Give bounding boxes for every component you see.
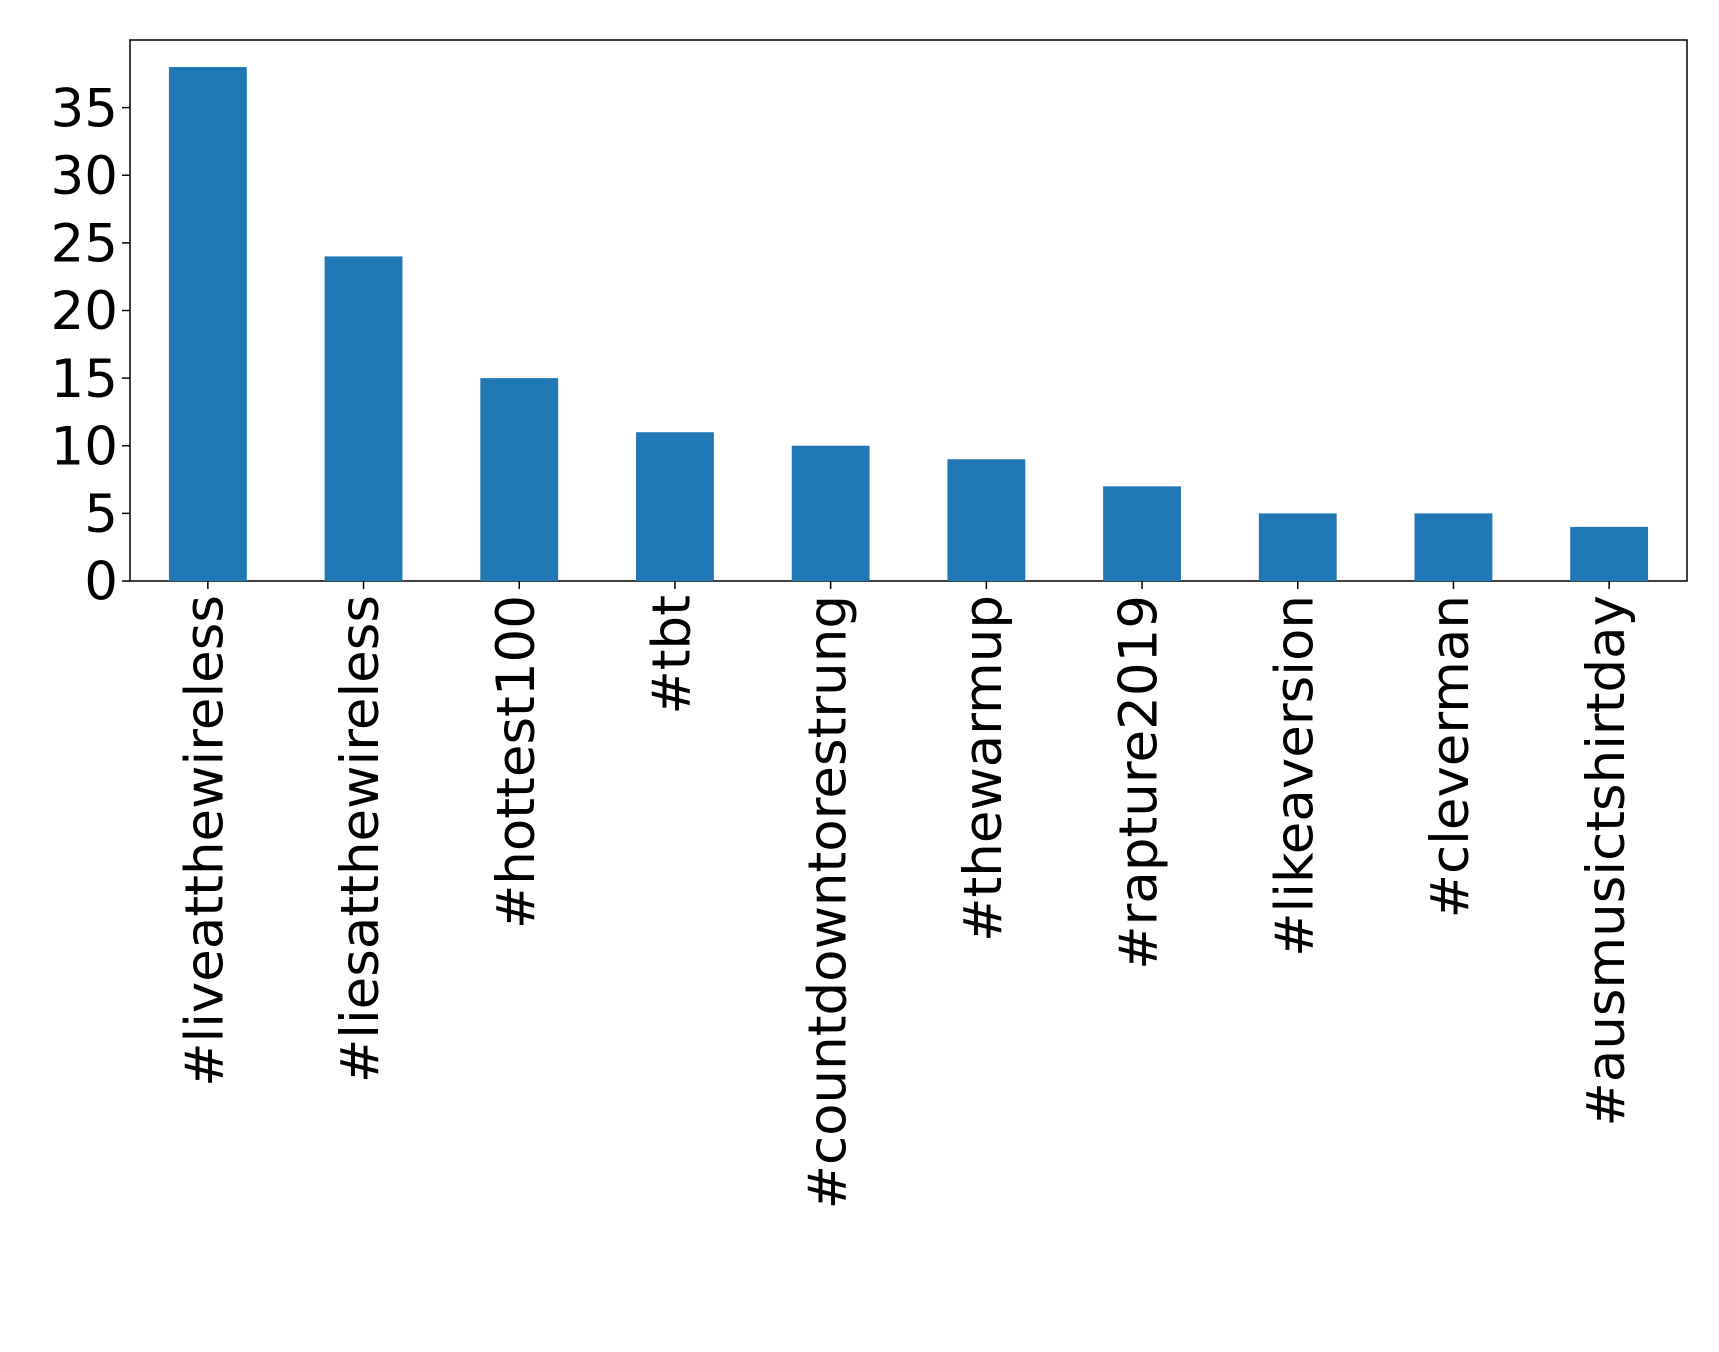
y-tick-label: 15 xyxy=(51,349,118,410)
bar xyxy=(1258,513,1337,581)
bar xyxy=(636,432,714,581)
y-tick-label: 0 xyxy=(84,552,118,613)
bar xyxy=(1103,486,1181,581)
x-tick-label: #hottest100 xyxy=(486,595,547,929)
x-tick-label: #liveatthewireless xyxy=(174,595,235,1087)
y-tick-label: 25 xyxy=(51,214,118,275)
bar xyxy=(1414,513,1493,581)
x-tick-label: #tbt xyxy=(642,595,703,715)
y-tick-label: 20 xyxy=(51,281,118,342)
y-tick-label: 5 xyxy=(84,484,118,545)
bar xyxy=(947,459,1026,581)
bar xyxy=(324,256,403,581)
bar xyxy=(480,378,559,581)
bar xyxy=(791,445,870,581)
x-tick-label: #ausmusictshirtday xyxy=(1576,595,1637,1127)
x-tick-label: #cleverman xyxy=(1420,595,1481,918)
x-tick-label: #likeaversion xyxy=(1264,595,1325,957)
bar xyxy=(168,67,247,582)
x-tick-label: #thewarmup xyxy=(953,595,1014,942)
y-tick-label: 30 xyxy=(51,146,118,207)
x-tick-label: #rapture2019 xyxy=(1109,595,1170,970)
x-tick-label: #countdowntorestrung xyxy=(797,595,858,1209)
x-tick-label: #liesatthewireless xyxy=(330,595,391,1083)
y-tick-label: 35 xyxy=(51,78,118,139)
bar xyxy=(1570,526,1649,581)
y-tick-label: 10 xyxy=(51,416,118,477)
